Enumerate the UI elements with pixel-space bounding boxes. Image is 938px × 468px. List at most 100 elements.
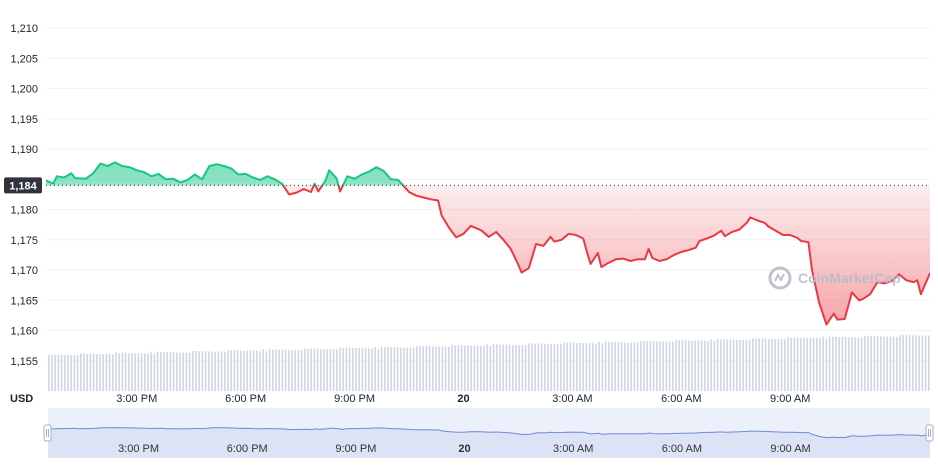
volume-bar <box>544 343 546 391</box>
volume-bar <box>838 337 840 391</box>
volume-bar <box>547 344 549 391</box>
volume-bar <box>585 342 588 391</box>
volume-bar <box>483 346 485 391</box>
volume-bar <box>96 354 98 391</box>
y-tick-label: 1,160 <box>10 326 38 338</box>
volume-bar <box>880 336 882 391</box>
volume-bar <box>796 337 799 391</box>
volume-bar <box>809 337 812 391</box>
volume-bar <box>140 353 143 391</box>
volume-bar <box>316 348 319 391</box>
volume-bar <box>364 348 367 391</box>
price-lines <box>46 161 930 326</box>
volume-bar <box>675 340 677 391</box>
volume-bar <box>489 346 492 391</box>
volume-bar <box>412 347 415 391</box>
volume-bar <box>851 337 853 391</box>
volume-bar <box>467 345 469 391</box>
navigator-right-handle[interactable] <box>925 424 934 442</box>
volume-bar <box>470 345 472 391</box>
volume-bar <box>844 337 847 391</box>
volume-bar <box>208 351 210 391</box>
volume-bar <box>771 339 773 391</box>
volume-bar <box>508 344 511 391</box>
navigator-left-handle[interactable] <box>43 424 52 442</box>
volume-bar <box>192 350 194 391</box>
volume-bar <box>841 336 844 391</box>
volume-bar <box>736 339 738 391</box>
volume-bar <box>553 343 556 391</box>
volume-bar <box>182 352 184 391</box>
volume-bar <box>473 345 476 391</box>
volume-bar <box>531 343 533 391</box>
volume-bar <box>400 347 402 391</box>
volume-bar <box>784 339 786 391</box>
volume-bar <box>390 347 392 391</box>
volume-bar <box>160 351 162 391</box>
volume-bar <box>476 345 479 391</box>
navigator[interactable]: 3:00 PM 6:00 PM 9:00 PM 20 3:00 AM 6:00 AM 9:0… <box>43 408 934 458</box>
volume-bar <box>720 339 722 391</box>
x-tick-label: 6:00 PM <box>225 393 266 405</box>
volume-bar <box>649 340 652 391</box>
volume-bar <box>176 352 178 391</box>
volume-bar <box>265 351 268 391</box>
watermark: CoinMarketCap <box>768 266 901 290</box>
reference-label: 1,184 <box>9 180 37 192</box>
volume-bar <box>240 350 242 391</box>
navigator-line <box>47 427 931 439</box>
x-tick-label: 9:00 PM <box>334 393 375 405</box>
volume-bar <box>425 345 428 391</box>
reference-label-bg <box>4 177 42 194</box>
volume-bar <box>204 351 207 391</box>
volume-bar <box>835 336 837 391</box>
volume-bar <box>368 348 370 391</box>
x-axis-ticks: 3:00 PM 6:00 PM 9:00 PM 20 3:00 AM 6:00 AM 9:0… <box>116 393 810 405</box>
volume-bar <box>572 342 575 391</box>
volume-bar <box>108 354 111 391</box>
volume-bar <box>67 355 69 391</box>
volume-bar <box>777 338 780 391</box>
volume-bar <box>339 347 341 391</box>
volume-bar <box>864 335 866 391</box>
volume-bar <box>886 336 888 391</box>
volume-bar <box>688 340 690 391</box>
volume-bar <box>656 341 658 391</box>
volume-bar <box>374 346 376 391</box>
volume-bar <box>896 336 898 391</box>
volume-bar <box>454 345 456 391</box>
volume-bar <box>748 340 751 391</box>
volume-bar <box>156 351 159 391</box>
volume-bar <box>438 346 440 391</box>
volume-bar <box>678 340 680 391</box>
volume-bar <box>444 346 447 391</box>
volume-bar <box>460 345 463 391</box>
volume-bar <box>608 341 610 391</box>
navigator-ticks: 3:00 PM 6:00 PM 9:00 PM 20 3:00 AM 6:00 AM 9:0… <box>118 443 811 455</box>
navigator-tick-label: 9:00 PM <box>335 443 376 455</box>
volume-bar <box>336 349 338 391</box>
volume-bar <box>873 335 876 391</box>
volume-bar <box>448 346 450 391</box>
volume-bar <box>592 343 594 391</box>
volume-bar <box>243 350 245 391</box>
volume-bar <box>163 352 165 391</box>
volume-bar <box>496 344 498 391</box>
y-axis-ticks: 1,155 1,160 1,165 1,170 1,175 1,180 1,190 1,195… <box>10 23 38 368</box>
volume-bar <box>761 338 764 391</box>
navigator-selection[interactable] <box>48 408 930 458</box>
volume-bar <box>892 336 895 391</box>
volume-bar <box>812 338 815 391</box>
volume-bar <box>515 345 517 391</box>
volume-bar <box>144 353 146 391</box>
volume-bar <box>614 342 616 391</box>
volume-bar <box>598 341 600 391</box>
volume-bar <box>169 352 172 391</box>
volume-bar <box>268 349 271 391</box>
volume-bar <box>521 344 524 391</box>
y-tick-label: 1,165 <box>10 295 38 307</box>
volume-bar <box>64 355 66 391</box>
volume-bar <box>329 349 332 391</box>
volume-bar <box>342 347 344 391</box>
axis-unit-label: USD <box>10 393 33 405</box>
